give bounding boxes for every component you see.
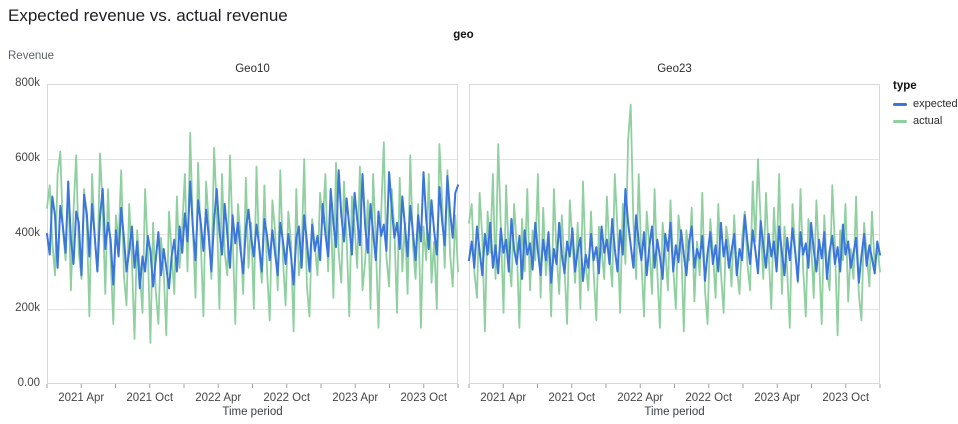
x-tick-label: 2023 Oct [400,392,447,404]
x-tick-label: 2021 Oct [548,392,595,404]
y-axis-labels: 800k 600k 400k 200k 0.00 [0,0,42,424]
page-title: Expected revenue vs. actual revenue [8,6,288,25]
y-axis-title: Revenue [8,50,55,62]
y-tick-label: 200k [15,302,40,314]
y-tick-label: 600k [15,152,40,164]
x-tick-label: 2022 Oct [263,392,310,404]
panels: Geo10 2021 Apr 2021 Oct 2022 Apr 2022 Oct 20… [46,60,881,420]
x-axis-title: Time period [644,406,704,418]
series-line-actual[interactable] [468,103,881,337]
x-axis-title: Time period [222,406,282,418]
series-line-actual[interactable] [46,131,459,344]
y-tick-label: 0.00 [17,377,40,389]
x-tick-label: 2023 Oct [822,392,869,404]
series-line-expected[interactable] [468,188,881,284]
series-line-expected[interactable] [46,169,459,290]
legend: type expected actual [893,80,958,132]
x-tick-label: 2023 Apr [754,392,800,404]
y-tick-label: 800k [15,77,40,89]
x-tick-label: 2023 Apr [332,392,378,404]
legend-swatch-actual-icon [893,119,907,123]
x-tick-label: 2022 Oct [685,392,732,404]
x-tick-label: 2022 Apr [195,392,241,404]
x-tick-label: 2021 Oct [126,392,173,404]
facet-axis-title: geo [453,29,474,41]
legend-item-actual[interactable]: actual [893,115,958,127]
facet-panel: Geo10 2021 Apr 2021 Oct 2022 Apr 2022 Oct 20… [46,60,459,420]
x-tick-label: 2021 Apr [480,392,526,404]
facet-panel: Geo23 2021 Apr 2021 Oct 2022 Apr 2022 Oct 20… [468,60,881,420]
plot-area: 2021 Apr 2021 Oct 2022 Apr 2022 Oct 2023 Apr… [46,84,459,418]
x-tick-label: 2022 Apr [617,392,663,404]
legend-swatch-expected-icon [893,102,907,106]
x-tick-label: 2021 Apr [58,392,104,404]
legend-item-label: actual [913,115,943,127]
plot-area: 2021 Apr 2021 Oct 2022 Apr 2022 Oct 2023 Apr… [468,84,881,418]
facet-label: Geo23 [657,63,692,75]
legend-item-expected[interactable]: expected [893,98,958,110]
legend-title: type [893,80,917,92]
legend-items: expected actual [893,98,958,127]
plot-border [469,84,880,384]
facet-label: Geo10 [235,63,270,75]
y-tick-label: 400k [15,227,40,239]
legend-item-label: expected [913,98,958,110]
